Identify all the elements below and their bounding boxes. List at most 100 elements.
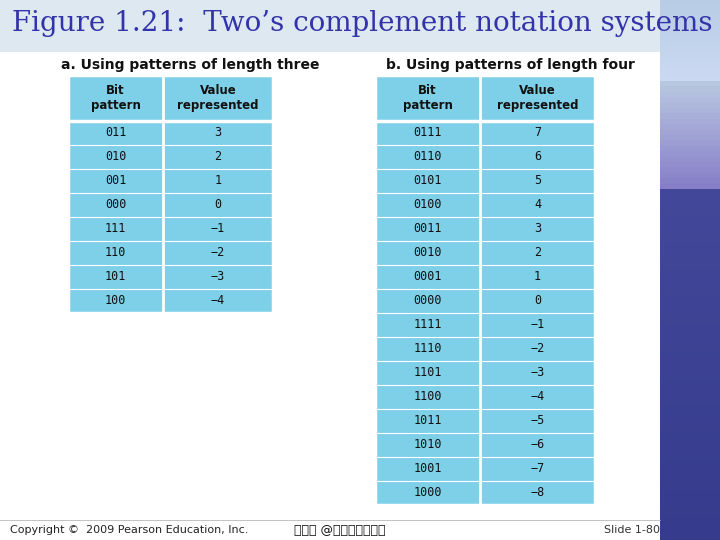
Bar	[660, 389, 720, 395]
Text: 1: 1	[215, 174, 222, 187]
Bar	[660, 43, 720, 50]
Bar	[660, 238, 720, 244]
Text: Bit
pattern: Bit pattern	[91, 84, 140, 112]
Text: 4: 4	[534, 199, 541, 212]
Text: Value
represented: Value represented	[177, 84, 258, 112]
Bar	[660, 103, 720, 109]
Bar	[660, 491, 720, 498]
Bar	[660, 400, 720, 406]
Text: −4: −4	[211, 294, 225, 307]
Text: a. Using patterns of length three: a. Using patterns of length three	[60, 58, 319, 72]
Text: 0: 0	[534, 294, 541, 307]
Bar	[660, 173, 720, 179]
Bar	[660, 443, 720, 449]
Bar	[660, 16, 720, 23]
Text: 1100: 1100	[413, 390, 442, 403]
Text: −8: −8	[531, 487, 544, 500]
Bar	[660, 308, 720, 314]
Bar	[660, 189, 720, 195]
Bar	[660, 108, 720, 114]
Text: 1110: 1110	[413, 342, 442, 355]
Bar	[660, 216, 720, 222]
Text: −5: −5	[531, 415, 544, 428]
Text: 1: 1	[534, 271, 541, 284]
Bar	[660, 524, 720, 530]
Bar	[660, 346, 720, 352]
Text: 5: 5	[534, 174, 541, 187]
Bar	[660, 508, 720, 514]
Bar	[660, 59, 720, 66]
Text: 1010: 1010	[413, 438, 442, 451]
Bar	[660, 221, 720, 228]
Bar	[660, 184, 720, 190]
Bar	[660, 427, 720, 433]
Bar	[375, 75, 595, 505]
Bar	[660, 70, 720, 77]
Bar	[660, 5, 720, 12]
Bar	[660, 135, 720, 141]
Text: 011: 011	[105, 126, 126, 139]
Text: 010: 010	[105, 151, 126, 164]
Text: 0010: 0010	[413, 246, 442, 260]
Bar	[660, 329, 720, 336]
Text: Copyright ©  2009 Pearson Education, Inc.: Copyright © 2009 Pearson Education, Inc.	[10, 525, 248, 535]
Bar	[660, 292, 720, 298]
Bar	[660, 475, 720, 482]
Text: 000: 000	[105, 199, 126, 212]
Bar	[660, 265, 720, 271]
Text: −3: −3	[531, 367, 544, 380]
Bar	[660, 270, 720, 276]
Text: 1101: 1101	[413, 367, 442, 380]
Text: 101: 101	[105, 271, 126, 284]
Bar	[660, 227, 720, 233]
Bar	[660, 32, 720, 39]
Text: 100: 100	[105, 294, 126, 307]
Bar	[660, 146, 720, 152]
Text: −3: −3	[211, 271, 225, 284]
Text: 2: 2	[534, 246, 541, 260]
Bar	[660, 470, 720, 476]
Text: Bit
pattern: Bit pattern	[402, 84, 452, 112]
Text: 1011: 1011	[413, 415, 442, 428]
Bar	[660, 486, 720, 492]
Text: 0011: 0011	[413, 222, 442, 235]
Bar	[660, 243, 720, 249]
Bar	[660, 86, 720, 93]
Bar	[660, 27, 720, 33]
Bar	[660, 200, 720, 206]
Bar	[660, 76, 720, 82]
Bar	[68, 75, 273, 313]
Bar	[660, 178, 720, 185]
Bar	[660, 502, 720, 509]
Bar	[660, 113, 720, 120]
Text: 0000: 0000	[413, 294, 442, 307]
Bar	[660, 356, 720, 363]
Text: 001: 001	[105, 174, 126, 187]
Bar	[660, 405, 720, 411]
Text: 0: 0	[215, 199, 222, 212]
Bar	[660, 81, 720, 87]
Bar	[660, 529, 720, 536]
Text: 3: 3	[215, 126, 222, 139]
Bar	[660, 0, 720, 6]
Bar	[660, 448, 720, 455]
Bar	[660, 335, 720, 341]
Bar	[660, 49, 720, 55]
Text: Figure 1.21:  Two’s complement notation systems: Figure 1.21: Two’s complement notation s…	[12, 10, 713, 37]
Bar	[660, 535, 720, 540]
Bar	[660, 211, 720, 217]
Bar	[660, 454, 720, 460]
Bar	[660, 351, 720, 357]
Bar	[660, 313, 720, 320]
Text: 1001: 1001	[413, 462, 442, 476]
Bar	[660, 373, 720, 379]
Bar	[660, 281, 720, 287]
Text: 1000: 1000	[413, 487, 442, 500]
Bar	[660, 130, 720, 136]
Bar	[660, 11, 720, 17]
Bar	[660, 416, 720, 422]
Text: −4: −4	[531, 390, 544, 403]
Bar	[660, 232, 720, 239]
Bar	[660, 518, 720, 525]
Text: 0111: 0111	[413, 126, 442, 139]
